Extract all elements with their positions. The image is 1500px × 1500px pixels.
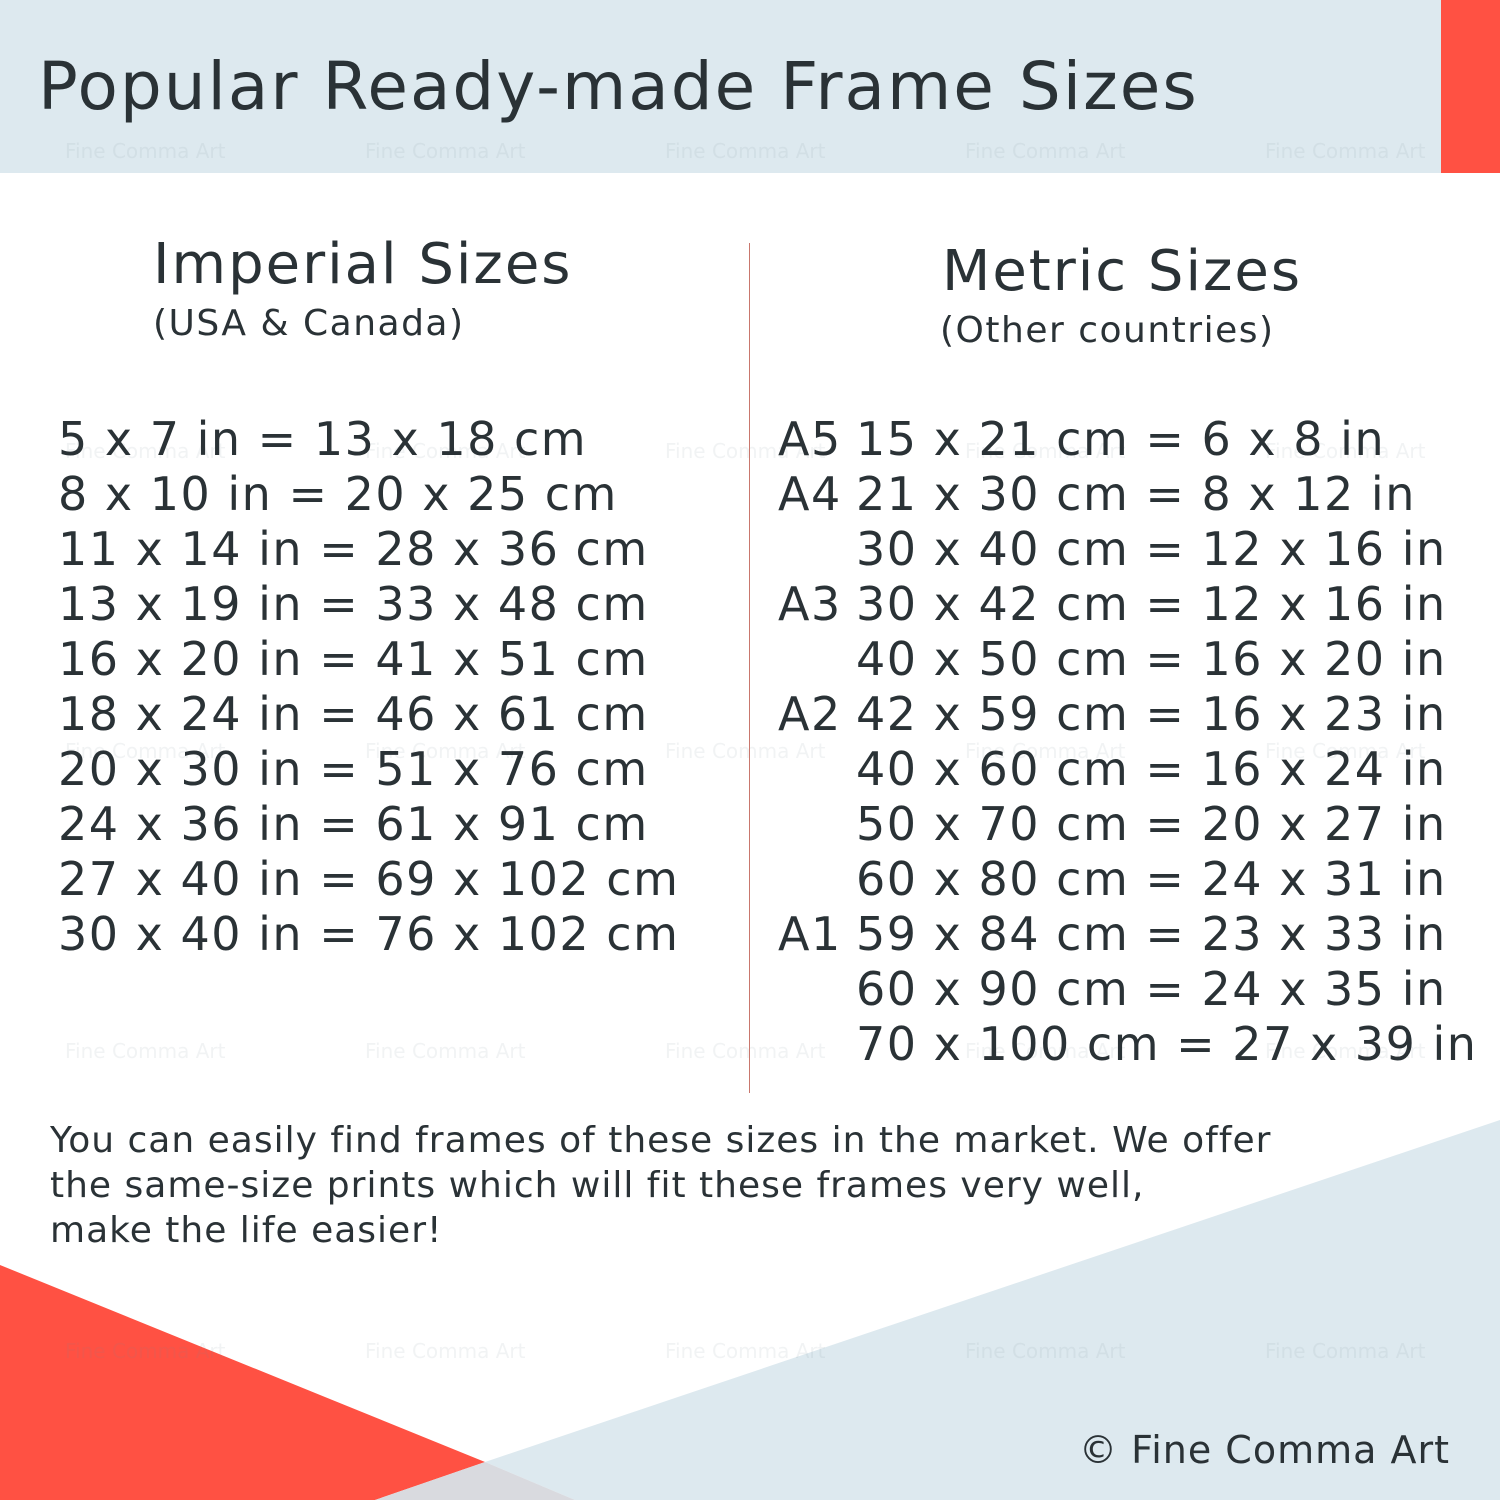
watermark-text: Fine Comma Art: [1265, 739, 1426, 763]
page-title: Popular Ready-made Frame Sizes: [38, 48, 1199, 125]
metric-row: A2 42 x 59 cm = 16 x 23 in: [778, 687, 1498, 742]
watermark-text: Fine Comma Art: [665, 739, 826, 763]
imperial-row: 16 x 20 in = 41 x 51 cm: [58, 632, 649, 686]
footer-line: You can easily find frames of these size…: [50, 1120, 1272, 1161]
metric-dims: 40 x 60 cm = 16 x 24 in: [856, 742, 1447, 796]
paper-size-label: A4: [778, 467, 842, 521]
imperial-row: 13 x 19 in = 33 x 48 cm: [58, 577, 649, 631]
metric-row: 60 x 90 cm = 24 x 35 in: [778, 962, 1498, 1017]
metric-list: A5 15 x 21 cm = 6 x 8 in A4 21 x 30 cm = 8…: [778, 412, 1498, 1072]
metric-row: A1 59 x 84 cm = 23 x 33 in: [778, 907, 1498, 962]
watermark-text: Fine Comma Art: [665, 439, 826, 463]
metric-dims: 59 x 84 cm = 23 x 33 in: [856, 907, 1447, 961]
watermark-text: Fine Comma Art: [965, 1339, 1126, 1363]
metric-subheading: (Other countries): [940, 310, 1275, 351]
watermark-text: Fine Comma Art: [665, 1339, 826, 1363]
overlap-triangle: [375, 1462, 575, 1500]
metric-dims: 60 x 90 cm = 24 x 35 in: [856, 962, 1447, 1016]
metric-row: A4 21 x 30 cm = 8 x 12 in: [778, 467, 1498, 522]
imperial-row: 8 x 10 in = 20 x 25 cm: [58, 467, 618, 521]
red-triangle: [0, 1265, 485, 1500]
metric-row: 40 x 60 cm = 16 x 24 in: [778, 742, 1498, 797]
footer-note: You can easily find frames of these size…: [50, 1118, 1271, 1253]
imperial-row: 20 x 30 in = 51 x 76 cm: [58, 742, 649, 796]
watermark-text: Fine Comma Art: [365, 739, 526, 763]
imperial-row: 11 x 14 in = 28 x 36 cm: [58, 522, 649, 576]
metric-heading: Metric Sizes: [942, 239, 1303, 304]
metric-dims: 60 x 80 cm = 24 x 31 in: [856, 852, 1447, 906]
watermark-text: Fine Comma Art: [65, 1039, 226, 1063]
metric-dims: 42 x 59 cm = 16 x 23 in: [856, 687, 1447, 741]
column-divider: [749, 243, 750, 1093]
imperial-row: 24 x 36 in = 61 x 91 cm: [58, 797, 649, 851]
watermark-text: Fine Comma Art: [1265, 439, 1426, 463]
watermark-text: Fine Comma Art: [965, 439, 1126, 463]
metric-row: 30 x 40 cm = 12 x 16 in: [778, 522, 1498, 577]
watermark-text: Fine Comma Art: [965, 739, 1126, 763]
watermark-text: Fine Comma Art: [365, 439, 526, 463]
watermark-text: Fine Comma Art: [665, 139, 826, 163]
metric-row: 60 x 80 cm = 24 x 31 in: [778, 852, 1498, 907]
watermark-text: Fine Comma Art: [65, 139, 226, 163]
watermark-text: Fine Comma Art: [1265, 139, 1426, 163]
metric-dims: 70 x 100 cm = 27 x 39 in: [856, 1017, 1478, 1071]
watermark-text: Fine Comma Art: [365, 139, 526, 163]
watermark-text: Fine Comma Art: [965, 139, 1126, 163]
metric-row: 40 x 50 cm = 16 x 20 in: [778, 632, 1498, 687]
metric-row: A3 30 x 42 cm = 12 x 16 in: [778, 577, 1498, 632]
paper-size-label: A3: [778, 577, 842, 631]
blue-triangle: [485, 1120, 1500, 1500]
metric-row: A5 15 x 21 cm = 6 x 8 in: [778, 412, 1498, 467]
imperial-row: 5 x 7 in = 13 x 18 cm: [58, 412, 588, 466]
paper-size-label: A5: [778, 412, 842, 466]
watermark-text: Fine Comma Art: [1265, 1339, 1426, 1363]
watermark-text: Fine Comma Art: [365, 1339, 526, 1363]
imperial-subheading: (USA & Canada): [153, 303, 465, 344]
header-accent-bar: [1441, 0, 1500, 173]
header-band: [0, 0, 1441, 173]
metric-dims: 21 x 30 cm = 8 x 12 in: [856, 467, 1416, 521]
watermark-text: Fine Comma Art: [665, 1039, 826, 1063]
metric-dims: 50 x 70 cm = 20 x 27 in: [856, 797, 1447, 851]
metric-row: 50 x 70 cm = 20 x 27 in: [778, 797, 1498, 852]
paper-size-label: A2: [778, 687, 842, 741]
watermark-text: Fine Comma Art: [1265, 1039, 1426, 1063]
watermark-text: Fine Comma Art: [65, 739, 226, 763]
metric-dims: 15 x 21 cm = 6 x 8 in: [856, 412, 1386, 466]
watermark-text: Fine Comma Art: [65, 1339, 226, 1363]
imperial-row: 27 x 40 in = 69 x 102 cm: [58, 852, 680, 906]
paper-size-label: A1: [778, 907, 842, 961]
watermark-text: Fine Comma Art: [965, 1039, 1126, 1063]
copyright: © Fine Comma Art: [1079, 1428, 1450, 1472]
footer-line: make the life easier!: [50, 1210, 443, 1251]
watermark-text: Fine Comma Art: [65, 439, 226, 463]
metric-dims: 40 x 50 cm = 16 x 20 in: [856, 632, 1447, 686]
metric-dims: 30 x 42 cm = 12 x 16 in: [856, 577, 1447, 631]
footer-line: the same-size prints which will fit thes…: [50, 1165, 1145, 1206]
watermark-text: Fine Comma Art: [365, 1039, 526, 1063]
metric-dims: 30 x 40 cm = 12 x 16 in: [856, 522, 1447, 576]
imperial-list: 5 x 7 in = 13 x 18 cm 8 x 10 in = 20 x 2…: [58, 412, 679, 962]
imperial-row: 30 x 40 in = 76 x 102 cm: [58, 907, 680, 961]
imperial-row: 18 x 24 in = 46 x 61 cm: [58, 687, 649, 741]
imperial-heading: Imperial Sizes: [153, 232, 573, 297]
metric-row: 70 x 100 cm = 27 x 39 in: [778, 1017, 1498, 1072]
